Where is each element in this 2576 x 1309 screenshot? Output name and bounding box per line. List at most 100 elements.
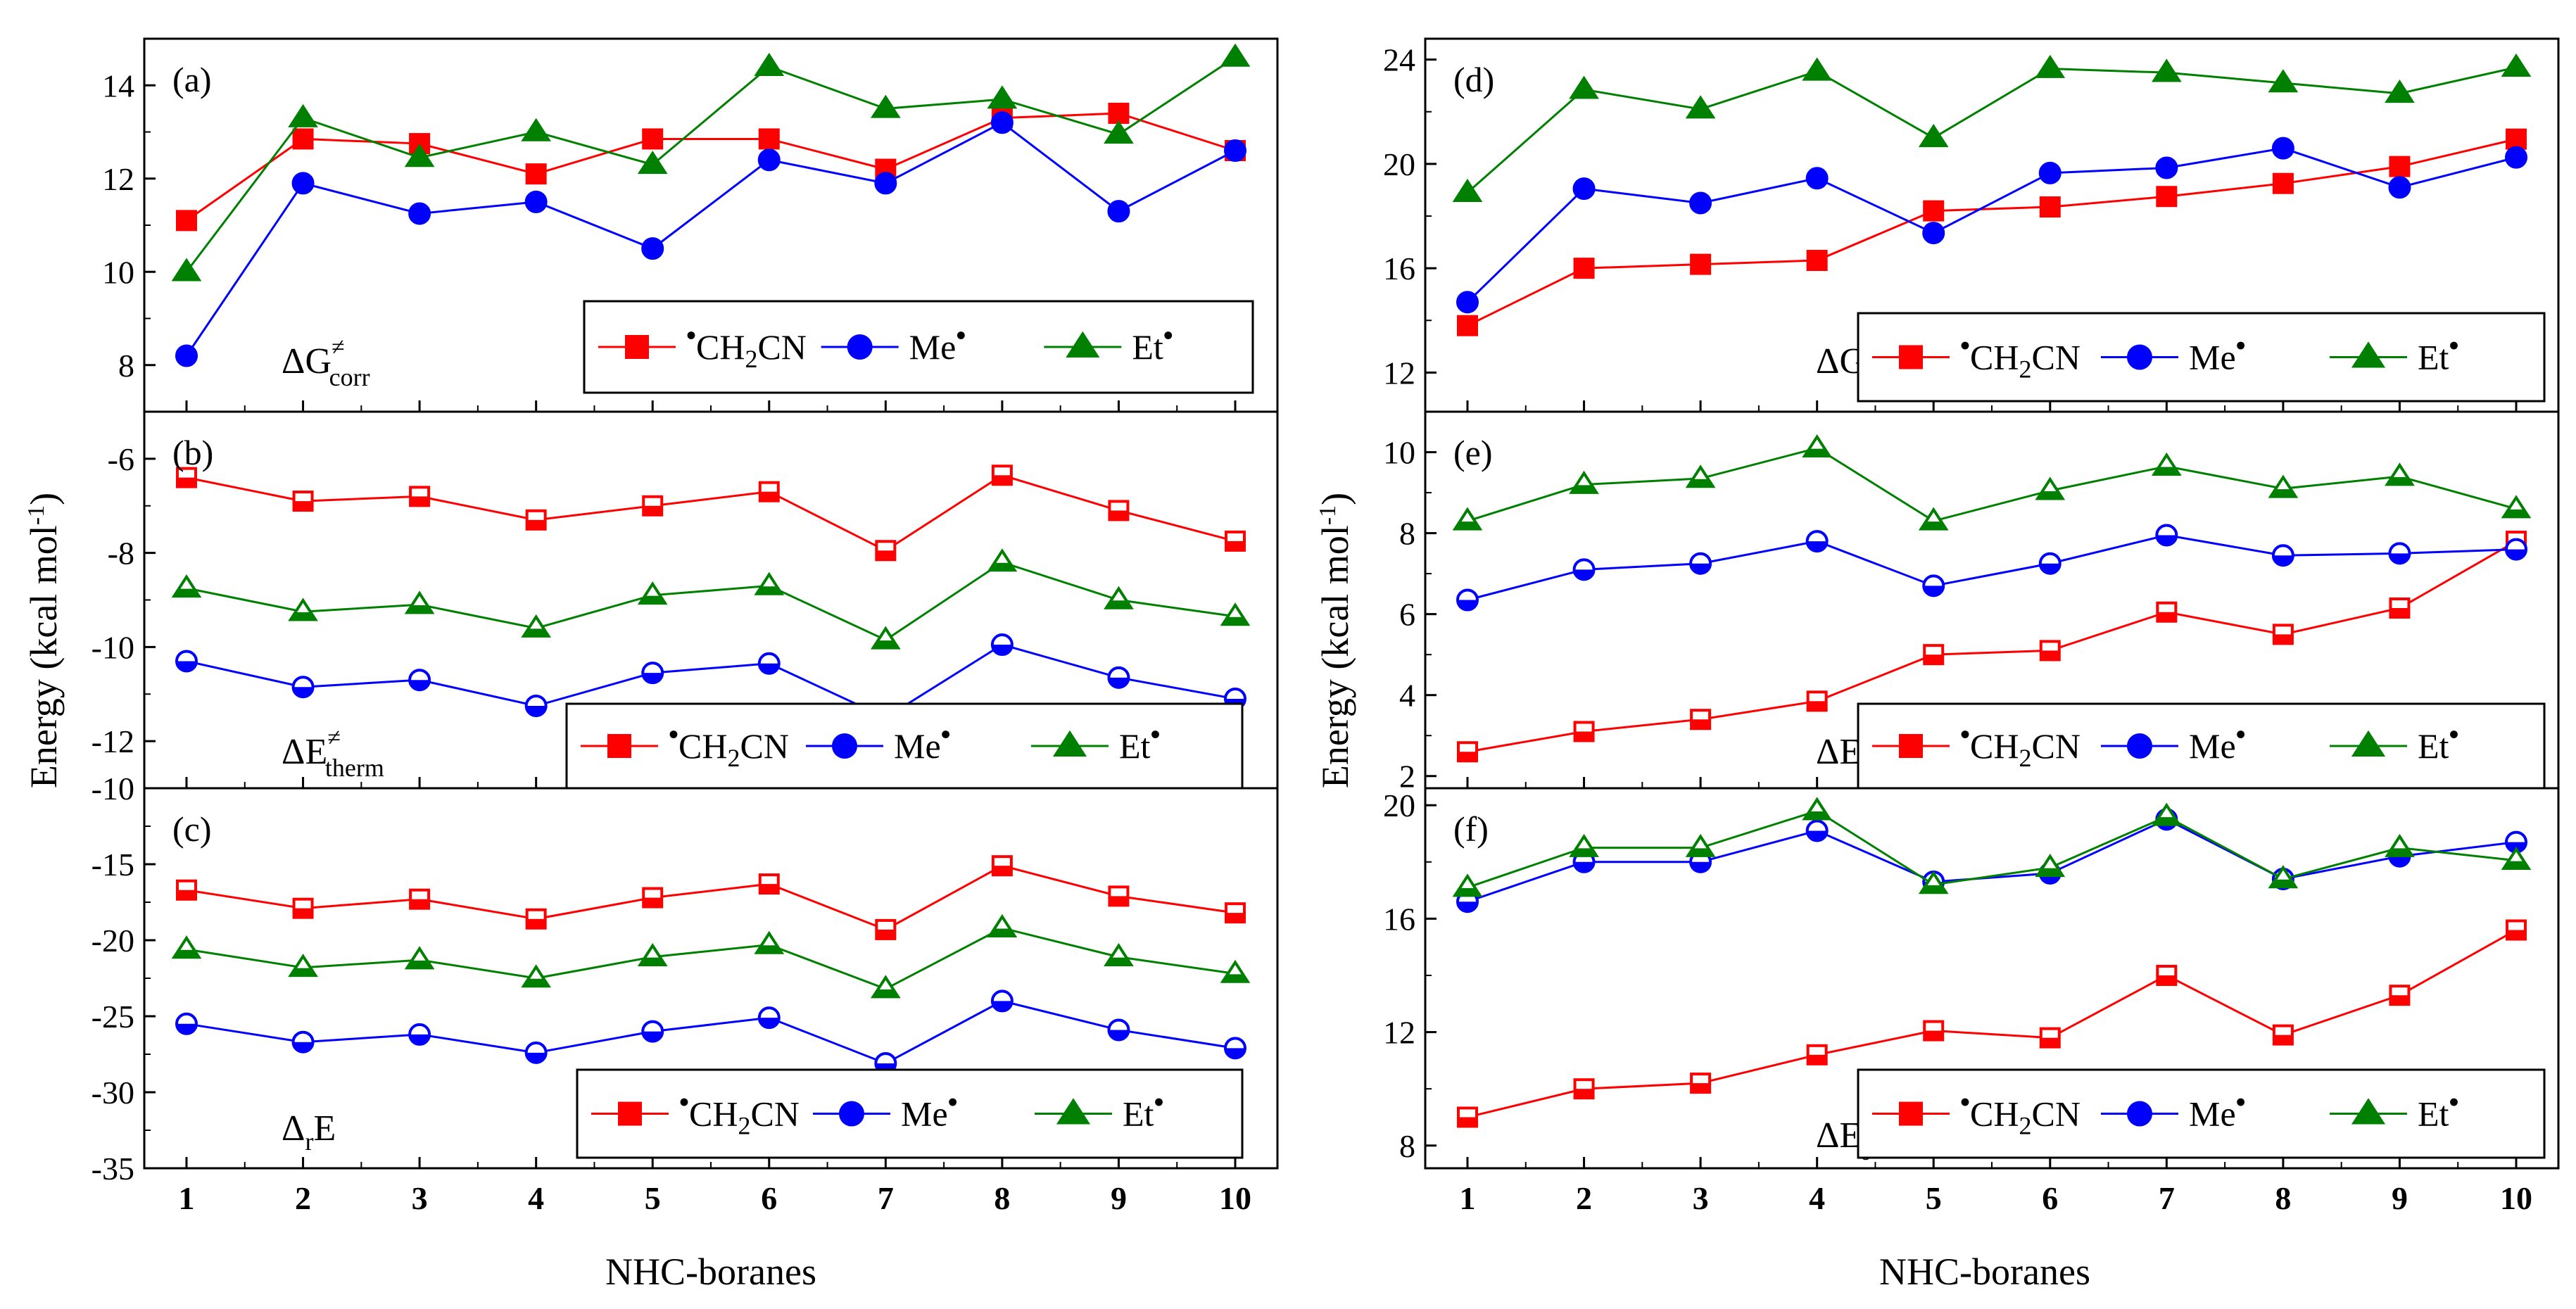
data-point-fill xyxy=(2157,975,2176,985)
data-point-fill xyxy=(177,477,196,487)
data-point-fill xyxy=(1688,848,1713,856)
series-line xyxy=(1467,540,2517,753)
data-point-fill xyxy=(640,957,665,966)
y-axis-title-right: Energy (kcal mol-1) xyxy=(1314,493,1356,788)
y-tick-label: -30 xyxy=(91,1075,134,1111)
x-tick-label: 1 xyxy=(1460,1180,1476,1216)
x-tick-label: 9 xyxy=(1111,1180,1127,1216)
data-point-fill xyxy=(2387,848,2413,856)
legend: •CH2CN Me• Et• xyxy=(576,1068,1244,1159)
legend-entry-1: •CH2CN xyxy=(1872,1087,2081,1140)
y-tick-label: 14 xyxy=(102,68,134,103)
data-point-fill xyxy=(2040,563,2060,574)
data-point-fill xyxy=(759,884,778,894)
legend-name: Et xyxy=(2418,338,2449,377)
legend-radical-dot: • xyxy=(1960,719,1970,750)
data-point-fill xyxy=(177,1023,196,1034)
data-point-fill xyxy=(2387,476,2413,485)
y-tick-label: 12 xyxy=(1383,355,1415,391)
x-tick-label: 8 xyxy=(2275,1180,2291,1216)
data-point-fill xyxy=(992,645,1012,655)
x-tick-label: 5 xyxy=(1926,1180,1942,1216)
data-point-fill xyxy=(2154,817,2180,825)
legend-entry-1: •CH2CN xyxy=(598,320,807,373)
data-point-fill xyxy=(1458,316,1477,335)
data-point-fill xyxy=(1223,616,1248,625)
legend-name: Me xyxy=(2189,726,2236,766)
data-point-fill xyxy=(407,605,432,613)
data-point-fill xyxy=(410,1034,430,1044)
legend-entry-2: Me• xyxy=(806,719,951,766)
legend-sub: 2 xyxy=(745,345,757,373)
panel-tag: (f) xyxy=(1453,809,1489,849)
legend-label: •CH2CN xyxy=(669,719,789,772)
series-1 xyxy=(1457,128,2527,336)
legend-label: •CH2CN xyxy=(1960,330,2081,384)
data-point-fill xyxy=(1574,259,1593,278)
series-line xyxy=(186,927,1236,990)
y-tick-label: 8 xyxy=(1399,1128,1415,1164)
data-point-fill xyxy=(1691,719,1710,729)
x-tick-label: 6 xyxy=(2042,1180,2058,1216)
legend-label: •CH2CN xyxy=(679,1087,800,1140)
x-tick-label: 6 xyxy=(761,1180,777,1216)
data-point-fill xyxy=(523,978,549,987)
series-2 xyxy=(1456,808,2527,913)
data-point-fill xyxy=(1109,677,1129,688)
data-point-fill xyxy=(1223,46,1248,65)
data-point-fill xyxy=(2390,995,2409,1005)
y-tick-label: 16 xyxy=(1383,901,1415,937)
data-point-fill xyxy=(2387,82,2413,102)
data-point-fill xyxy=(1226,540,1244,550)
data-point-fill xyxy=(1924,1030,1943,1040)
data-point-fill xyxy=(1571,848,1597,856)
data-point-fill xyxy=(1458,600,1477,610)
series-line xyxy=(1467,447,2517,522)
y-tick-label: -10 xyxy=(91,771,134,807)
data-point-fill xyxy=(2273,634,2292,644)
legend-entry-1: •CH2CN xyxy=(581,719,789,772)
y-tick-label: -6 xyxy=(108,441,134,477)
data-point-fill xyxy=(410,680,430,690)
y-tick-label: -35 xyxy=(91,1151,134,1187)
data-point-fill xyxy=(873,989,899,997)
series-line xyxy=(1467,66,2517,194)
data-point-fill xyxy=(290,106,316,126)
data-point-fill xyxy=(1455,181,1480,201)
legend: •CH2CN Me• Et• xyxy=(583,300,1254,394)
data-point-fill xyxy=(2273,138,2293,158)
data-point-fill xyxy=(410,203,430,224)
legend-label: Me• xyxy=(909,320,966,367)
x-axis-title-right: NHC-boranes xyxy=(1879,1251,2090,1293)
y-tick-label: -15 xyxy=(91,847,134,883)
legend-marker-fill xyxy=(1900,346,1921,368)
legend-marker-fill xyxy=(2354,343,2383,367)
series-2 xyxy=(175,111,1246,367)
data-point-fill xyxy=(290,612,316,620)
legend: •CH2CN Me• Et• xyxy=(1857,312,2546,403)
data-point-fill xyxy=(2271,489,2296,497)
data-point-fill xyxy=(1458,1117,1477,1127)
series-line xyxy=(1467,533,2517,601)
y-tick-label: -25 xyxy=(91,999,134,1035)
panel-b: -12-10-8-6-10(b)ΔE≠ therm•CH2CN Me• Et• xyxy=(91,410,1279,807)
y-tick-label: 20 xyxy=(1383,788,1415,823)
series-3 xyxy=(1452,434,2532,531)
data-point-fill xyxy=(177,661,196,671)
data-point-fill xyxy=(1455,887,1480,896)
panel-c: -35-30-25-20-151 2 3 4 5 6 7 8 9 10(c)ΔrE•CH2CN Me… xyxy=(91,787,1279,1216)
data-point-fill xyxy=(2389,856,2410,866)
legend: •CH2CN Me• Et• xyxy=(1857,1068,2546,1159)
quantity-sub: r xyxy=(305,1127,313,1156)
legend-label: Et• xyxy=(1123,1087,1163,1134)
legend-entry-1: •CH2CN xyxy=(1872,330,2081,384)
legend-marker-fill xyxy=(840,1102,863,1125)
series-1 xyxy=(176,855,1246,940)
data-point-fill xyxy=(2157,158,2177,178)
x-tick-label: 9 xyxy=(2392,1180,2408,1216)
data-point-fill xyxy=(1924,654,1943,664)
legend-sub: 2 xyxy=(738,1112,750,1140)
data-point-fill xyxy=(2271,71,2296,91)
panel-tag: (a) xyxy=(172,60,212,99)
data-point-fill xyxy=(1691,1083,1710,1093)
